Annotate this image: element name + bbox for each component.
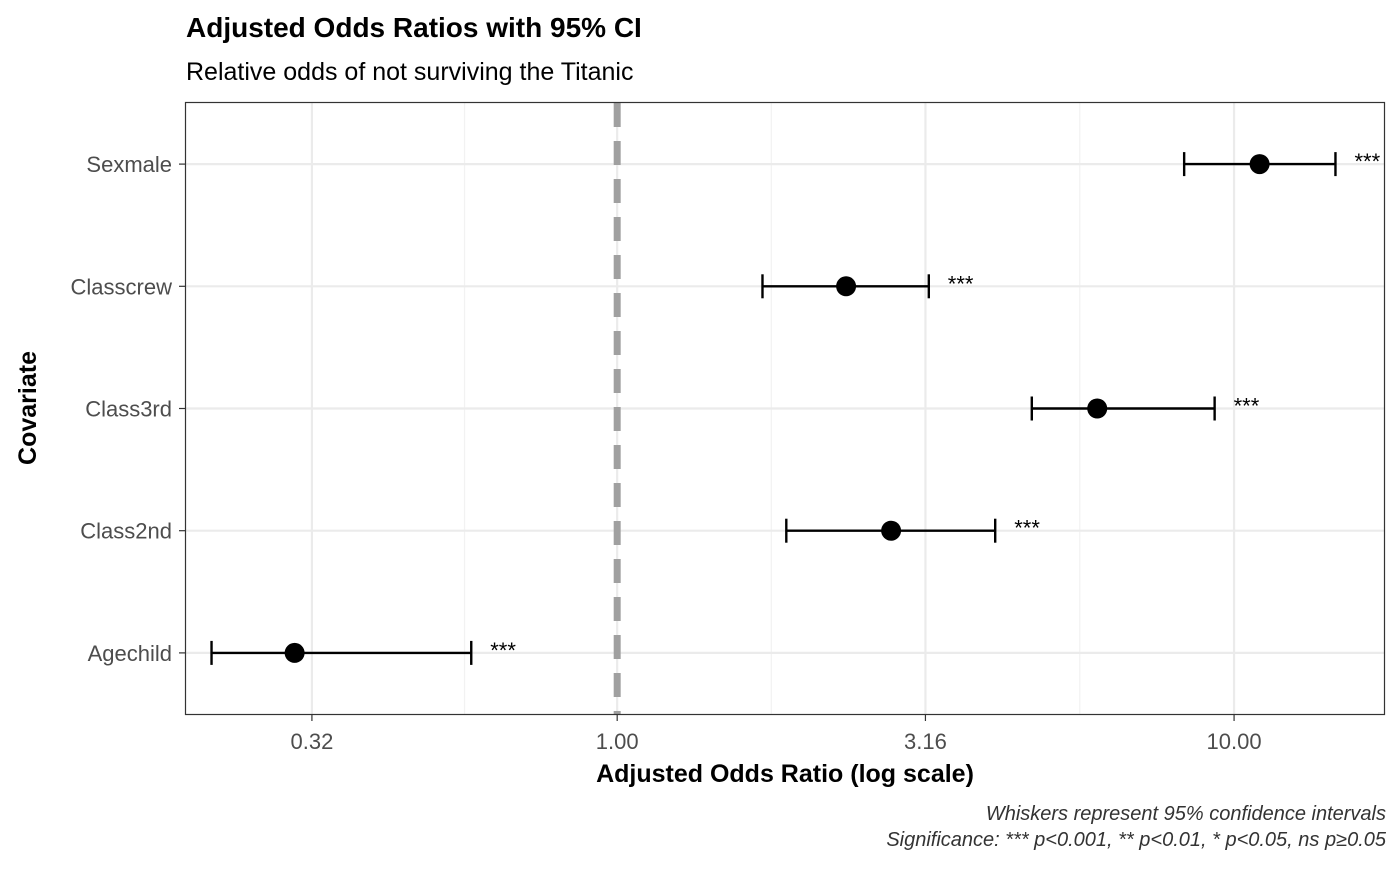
- y-tick-label: Sexmale: [86, 152, 172, 177]
- y-axis-title: Covariate: [14, 351, 42, 465]
- x-axis: 0.32 1.00 3.16 10.00: [291, 714, 1262, 754]
- significance-label: ***: [1354, 149, 1380, 174]
- x-tick-label: 0.32: [291, 729, 334, 754]
- x-tick-label: 1.00: [596, 729, 639, 754]
- y-tick-label: Agechild: [88, 641, 172, 666]
- data-marks: *** *** *** *** ***: [210, 149, 1381, 665]
- x-tick-label: 3.16: [904, 729, 947, 754]
- chart-subtitle: Relative odds of not surviving the Titan…: [186, 58, 633, 86]
- y-tick-label: Class2nd: [80, 519, 172, 544]
- significance-label: ***: [1234, 394, 1260, 419]
- significance-label: ***: [1014, 516, 1040, 541]
- y-axis: Sexmale Classcrew Class3rd Class2nd Agechild: [71, 152, 186, 666]
- y-tick-label: Class3rd: [85, 397, 172, 422]
- estimate-point: [284, 642, 305, 663]
- estimate-point: [1087, 398, 1108, 419]
- x-axis-title: Adjusted Odds Ratio (log scale): [596, 760, 974, 788]
- chart-title: Adjusted Odds Ratios with 95% CI: [186, 12, 642, 43]
- caption-line-1: Whiskers represent 95% confidence interv…: [986, 803, 1386, 825]
- y-tick-label: Classcrew: [71, 274, 173, 299]
- significance-label: ***: [948, 271, 974, 296]
- estimate-point: [836, 276, 857, 297]
- caption-line-2: Significance: *** p<0.001, ** p<0.01, * …: [886, 829, 1387, 851]
- x-tick-label: 10.00: [1207, 729, 1262, 754]
- estimate-point: [881, 520, 902, 541]
- estimate-point: [1249, 154, 1270, 175]
- significance-label: ***: [490, 638, 516, 663]
